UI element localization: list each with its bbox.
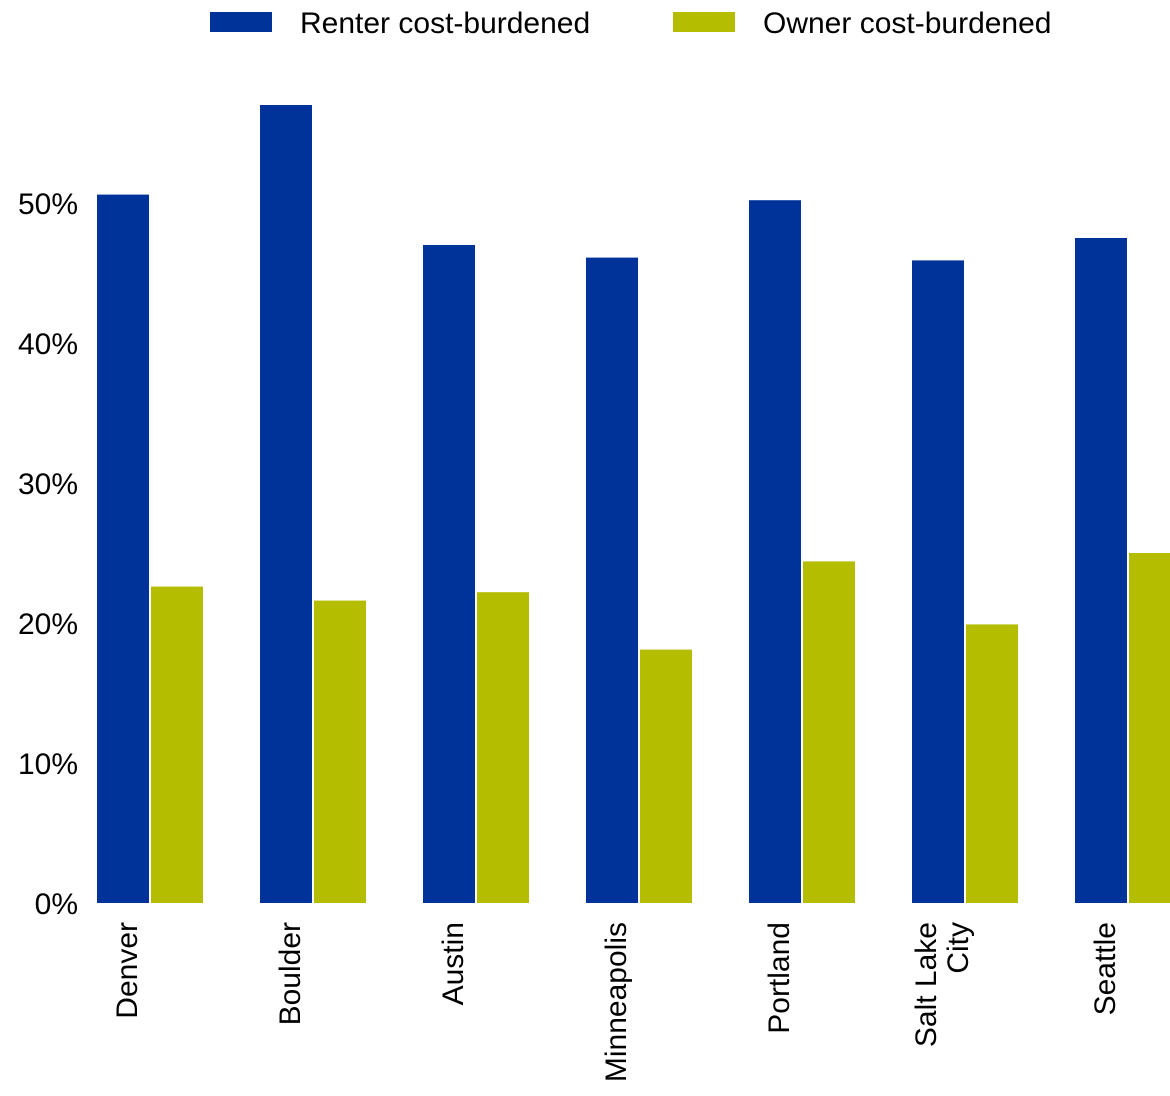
bar-renter xyxy=(260,105,312,903)
bar-renter xyxy=(749,200,801,903)
y-axis: 0% 10% 20% 30% 40% 50% xyxy=(18,188,78,921)
x-category-label: City xyxy=(942,922,975,974)
x-category-label: Seattle xyxy=(1089,922,1122,1015)
bar-owner xyxy=(477,592,529,903)
x-category-label: Salt Lake xyxy=(910,922,943,1047)
bar-owner xyxy=(1129,553,1170,903)
x-axis: Denver Boulder Austin Minneapolis Portland Sa… xyxy=(111,922,1122,1082)
bar-owner xyxy=(314,600,366,903)
bar-renter xyxy=(586,257,638,904)
x-category-label: Minneapolis xyxy=(600,922,633,1082)
y-tick-label: 20% xyxy=(18,608,78,641)
y-tick-label: 0% xyxy=(35,888,78,921)
bar-owner xyxy=(966,624,1018,903)
bar-renter xyxy=(912,260,964,903)
y-tick-label: 40% xyxy=(18,328,78,361)
bar-renter xyxy=(97,194,149,904)
bar-owner xyxy=(803,561,855,903)
x-category-label: Denver xyxy=(111,922,144,1019)
legend-swatch-owner xyxy=(673,12,735,32)
x-category-label: Austin xyxy=(437,922,470,1005)
bar-renter xyxy=(1075,238,1127,903)
legend: Renter cost-burdened Owner cost-burdened xyxy=(210,7,1052,40)
y-tick-label: 30% xyxy=(18,468,78,501)
y-tick-label: 50% xyxy=(18,188,78,221)
x-category-label: Boulder xyxy=(274,922,307,1025)
legend-swatch-renter xyxy=(210,12,272,32)
bar-owner xyxy=(151,586,203,903)
legend-label-owner: Owner cost-burdened xyxy=(763,7,1052,40)
y-tick-label: 10% xyxy=(18,748,78,781)
bar-renter xyxy=(423,245,475,903)
x-category-label: Portland xyxy=(763,922,796,1034)
bar-owner xyxy=(640,649,692,903)
bars xyxy=(97,105,1170,904)
legend-label-renter: Renter cost-burdened xyxy=(300,7,590,40)
